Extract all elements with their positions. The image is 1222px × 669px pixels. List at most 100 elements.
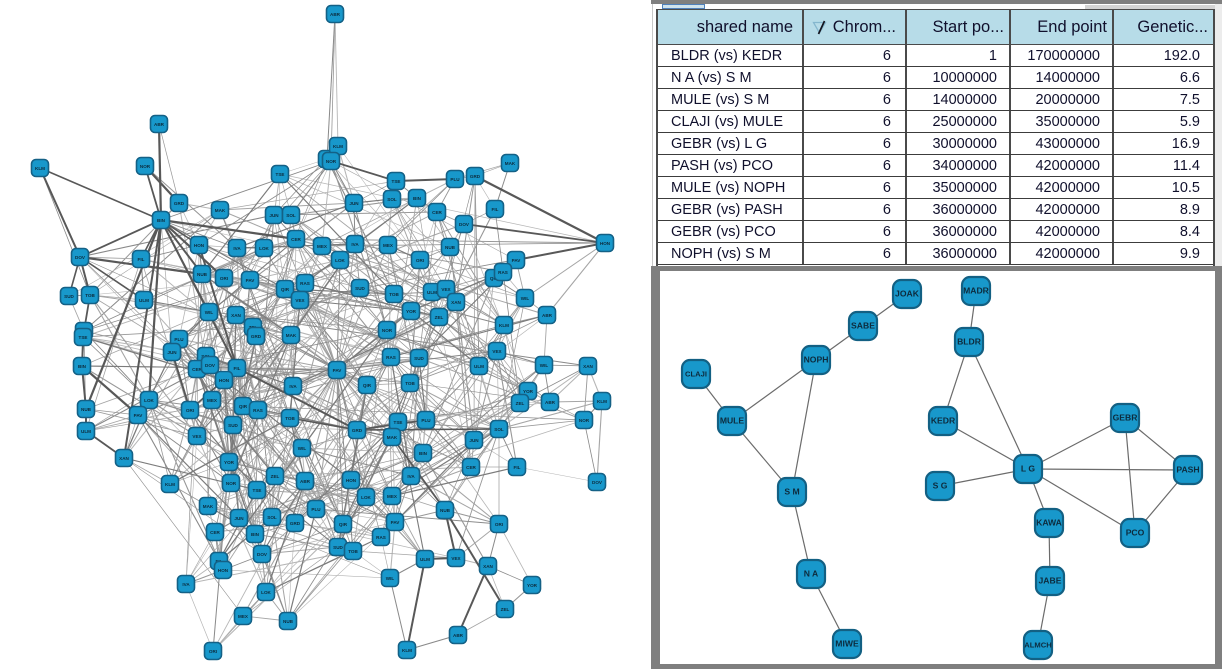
svg-text:NOPH: NOPH <box>804 355 829 365</box>
svg-text:ABR: ABR <box>453 633 464 638</box>
svg-text:JOAK: JOAK <box>895 289 920 299</box>
svg-text:TSE: TSE <box>79 335 88 340</box>
svg-text:IVA: IVA <box>289 384 297 389</box>
svg-text:MEX: MEX <box>387 494 398 499</box>
svg-text:GRD: GRD <box>290 521 301 526</box>
svg-text:PAV: PAV <box>134 413 144 418</box>
svg-text:MULE: MULE <box>720 416 745 426</box>
svg-text:ULM: ULM <box>427 290 437 295</box>
svg-text:ORI: ORI <box>186 408 194 413</box>
svg-text:WIL: WIL <box>298 446 307 451</box>
svg-text:NUB: NUB <box>445 245 456 250</box>
svg-text:TOB: TOB <box>348 549 358 554</box>
svg-text:ULM: ULM <box>81 429 91 434</box>
svg-text:RAS: RAS <box>498 270 508 275</box>
svg-text:WIL: WIL <box>540 363 549 368</box>
svg-text:GRD: GRD <box>251 334 262 339</box>
svg-text:BIN: BIN <box>78 364 87 369</box>
svg-text:SOL: SOL <box>494 427 504 432</box>
svg-text:JUN: JUN <box>469 438 479 443</box>
svg-text:ABR: ABR <box>330 12 341 17</box>
svg-text:RAS: RAS <box>300 281 310 286</box>
svg-text:FIL: FIL <box>138 257 145 262</box>
svg-text:S G: S G <box>933 481 948 491</box>
svg-text:NUB: NUB <box>283 619 294 624</box>
svg-text:WIL: WIL <box>521 296 530 301</box>
svg-text:PLU: PLU <box>311 507 321 512</box>
svg-text:GRD: GRD <box>352 428 363 433</box>
svg-text:GRD: GRD <box>470 174 481 179</box>
svg-text:ZEL: ZEL <box>516 401 525 406</box>
svg-text:BIN: BIN <box>419 451 428 456</box>
svg-text:NUB: NUB <box>81 407 92 412</box>
svg-text:KLM: KLM <box>402 648 412 653</box>
svg-text:RAS: RAS <box>386 355 396 360</box>
svg-text:N A: N A <box>804 569 818 579</box>
svg-text:CER: CER <box>466 465 476 470</box>
svg-text:IVA: IVA <box>182 582 190 587</box>
svg-text:TSE: TSE <box>276 172 285 177</box>
svg-text:WIL: WIL <box>386 576 395 581</box>
svg-text:ORI: ORI <box>416 258 424 263</box>
svg-text:ORI: ORI <box>495 522 503 527</box>
svg-text:XAN: XAN <box>231 313 241 318</box>
svg-text:VEX: VEX <box>192 434 202 439</box>
svg-text:NUB: NUB <box>440 508 451 513</box>
svg-text:NUB: NUB <box>197 272 208 277</box>
svg-text:QIR: QIR <box>339 522 348 527</box>
svg-text:YOR: YOR <box>224 460 235 465</box>
svg-text:BIN: BIN <box>157 218 166 223</box>
svg-text:ALMCH: ALMCH <box>1024 641 1051 650</box>
svg-text:YOR: YOR <box>523 389 534 394</box>
svg-text:ABR: ABR <box>542 313 553 318</box>
svg-text:SUD: SUD <box>414 356 424 361</box>
svg-text:HON: HON <box>194 243 205 248</box>
svg-text:PAV: PAV <box>512 258 522 263</box>
svg-text:DOV: DOV <box>459 222 470 227</box>
svg-text:FIL: FIL <box>234 366 241 371</box>
svg-text:TSE: TSE <box>394 420 403 425</box>
svg-text:QIR: QIR <box>239 404 248 409</box>
svg-text:QIR: QIR <box>363 383 372 388</box>
svg-text:YOR: YOR <box>406 309 417 314</box>
svg-text:BIN: BIN <box>413 196 422 201</box>
svg-text:L G: L G <box>1021 464 1035 474</box>
svg-text:GRD: GRD <box>174 201 185 206</box>
svg-text:SABE: SABE <box>851 321 875 331</box>
svg-text:CER: CER <box>192 367 202 372</box>
svg-text:LOK: LOK <box>261 590 271 595</box>
svg-text:ORI: ORI <box>220 276 228 281</box>
svg-text:TSE: TSE <box>392 179 401 184</box>
svg-text:ABR: ABR <box>154 122 165 127</box>
svg-text:JUN: JUN <box>234 516 244 521</box>
svg-text:XAN: XAN <box>583 364 593 369</box>
svg-text:DOV: DOV <box>592 480 603 485</box>
svg-text:CER: CER <box>432 210 442 215</box>
svg-text:CER: CER <box>291 237 301 242</box>
svg-text:NOR: NOR <box>579 418 590 423</box>
svg-text:YOR: YOR <box>527 583 538 588</box>
svg-text:KLM: KLM <box>165 482 175 487</box>
svg-text:KLM: KLM <box>333 144 343 149</box>
svg-text:PAV: PAV <box>391 520 401 525</box>
svg-text:FIL: FIL <box>492 207 499 212</box>
svg-text:VEX: VEX <box>492 349 502 354</box>
svg-text:QIR: QIR <box>281 287 290 292</box>
svg-text:KLM: KLM <box>35 166 45 171</box>
svg-text:NOR: NOR <box>382 328 393 333</box>
svg-text:TSE: TSE <box>253 488 262 493</box>
svg-text:FIL: FIL <box>514 465 521 470</box>
svg-text:BLDR: BLDR <box>957 337 982 347</box>
svg-text:ULM: ULM <box>139 298 149 303</box>
svg-text:TOB: TOB <box>85 293 95 298</box>
svg-text:PAV: PAV <box>333 368 343 373</box>
svg-text:NOR: NOR <box>326 159 337 164</box>
svg-text:PAV: PAV <box>246 278 256 283</box>
svg-text:WIL: WIL <box>205 310 214 315</box>
svg-text:JUN: JUN <box>269 213 279 218</box>
svg-text:DOV: DOV <box>75 255 86 260</box>
svg-text:ZEL: ZEL <box>435 315 444 320</box>
svg-text:MAK: MAK <box>203 504 214 509</box>
svg-text:RAS: RAS <box>253 408 263 413</box>
svg-text:PLU: PLU <box>421 418 431 423</box>
